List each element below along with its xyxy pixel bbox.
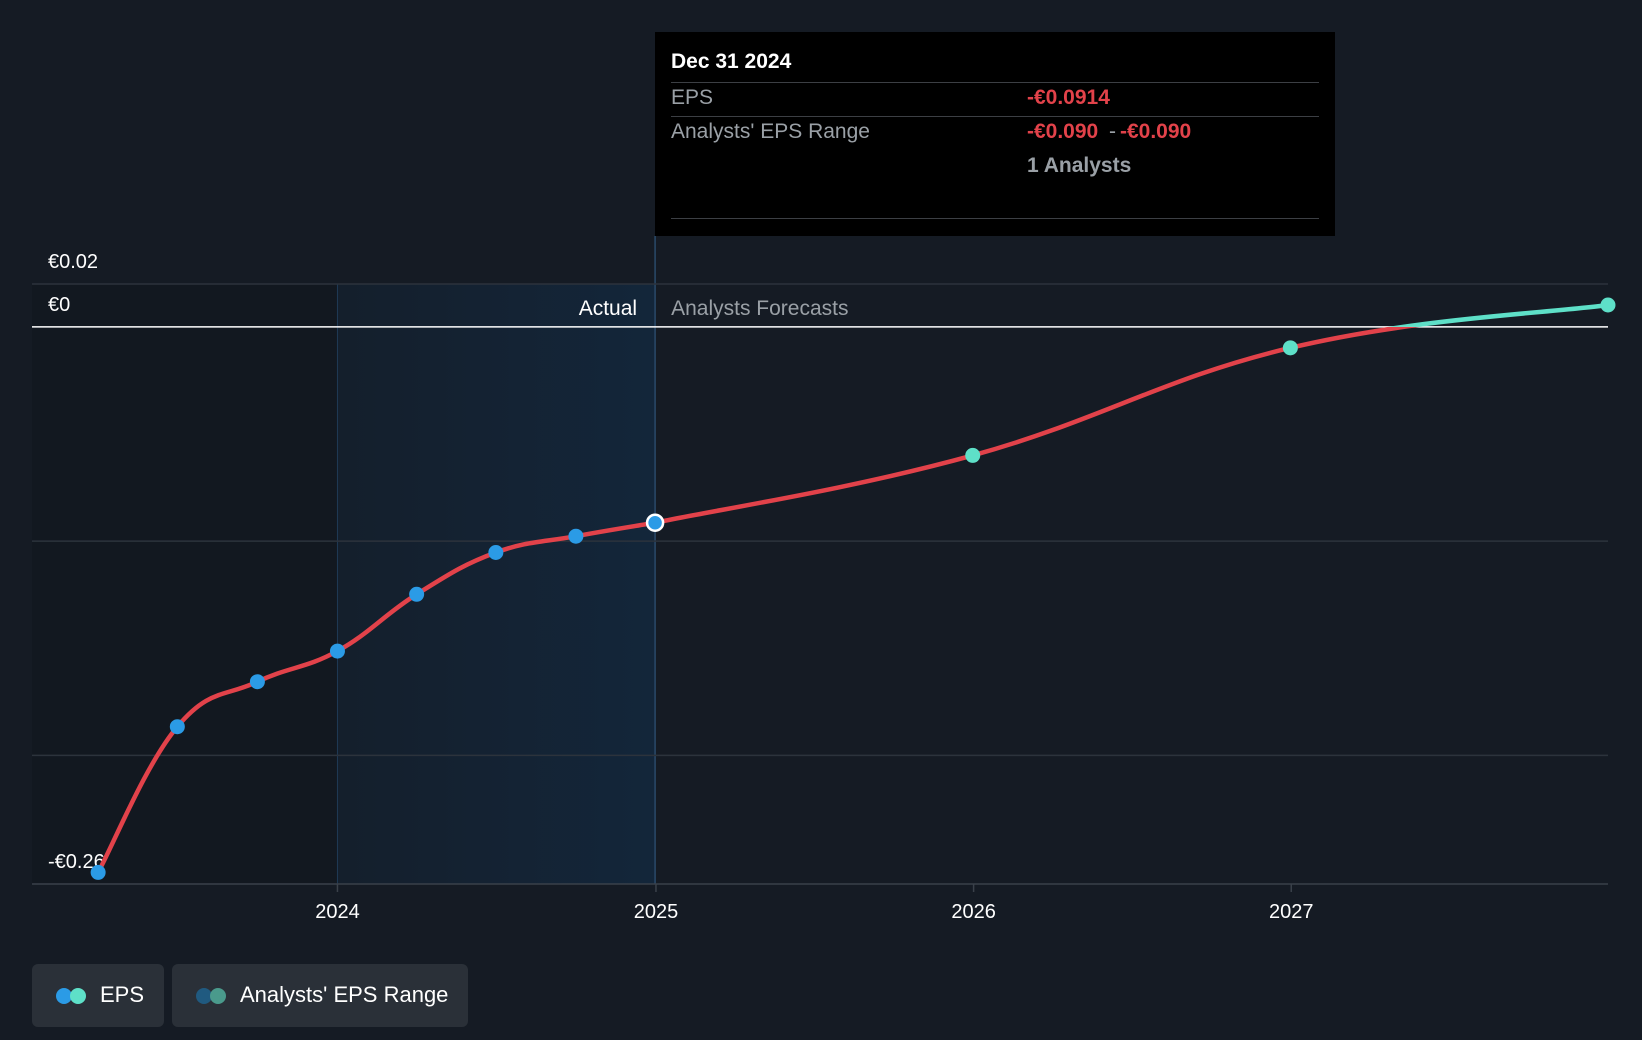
tooltip-divider	[671, 116, 1319, 117]
legend-dot	[196, 988, 212, 1004]
eps-actual-point	[409, 586, 425, 602]
legend-analysts-range[interactable]: Analysts' EPS Range	[172, 964, 468, 1027]
tooltip-eps-value: -€0.0914	[1027, 86, 1110, 109]
eps-actual-point	[90, 864, 106, 880]
eps-forecast-point	[1282, 340, 1298, 356]
y-tick-label: €0	[48, 294, 70, 316]
tooltip-range-high: -€0.090	[1120, 120, 1192, 143]
actual-highlight-band	[337, 284, 656, 884]
tooltip-date: Dec 31 2024	[671, 50, 792, 73]
eps-forecast-point	[965, 447, 981, 463]
tooltip: Dec 31 2024 EPS -€0.0914 Analysts' EPS R…	[655, 32, 1335, 236]
x-tick-label: 2024	[315, 901, 360, 923]
eps-actual-point	[249, 674, 265, 690]
y-tick-label: -€0.26	[48, 851, 105, 873]
tooltip-range-separator: -	[1109, 120, 1116, 143]
tooltip-analyst-count: 1 Analysts	[1027, 154, 1132, 177]
eps-actual-point	[488, 545, 504, 560]
tooltip-range-label: Analysts' EPS Range	[671, 120, 870, 143]
eps-forecast-point	[1600, 297, 1616, 313]
legend-dot	[70, 988, 86, 1004]
eps-actual-point	[568, 528, 584, 544]
x-tick-label: 2026	[951, 901, 996, 923]
actual-region-shade	[32, 284, 338, 884]
legend-dot	[210, 988, 226, 1004]
tooltip-divider	[671, 82, 1319, 83]
eps-actual-point-selected	[645, 513, 665, 532]
x-tick-label: 2025	[634, 901, 679, 923]
legend-dot	[56, 988, 72, 1004]
range-legend-icon	[196, 988, 228, 1004]
tooltip-divider	[671, 218, 1319, 219]
tooltip-eps-label: EPS	[671, 86, 714, 109]
legend-eps-label: EPS	[100, 982, 145, 1007]
eps-actual-point	[169, 719, 185, 735]
x-tick-label: 2027	[1269, 901, 1314, 923]
eps-forecast-line-positive	[1388, 302, 1609, 327]
actual-region-label: Actual	[579, 297, 637, 320]
y-tick-label: €0.02	[48, 251, 98, 273]
forecast-region-label: Analysts Forecasts	[671, 297, 848, 320]
legend-eps[interactable]: EPS	[32, 964, 164, 1027]
eps-actual-point	[329, 643, 345, 659]
tooltip-range-low: -€0.090	[1027, 120, 1099, 143]
eps-legend-icon	[56, 988, 88, 1004]
legend-range-label: Analysts' EPS Range	[240, 982, 449, 1007]
eps-forecast-line	[654, 326, 1421, 525]
